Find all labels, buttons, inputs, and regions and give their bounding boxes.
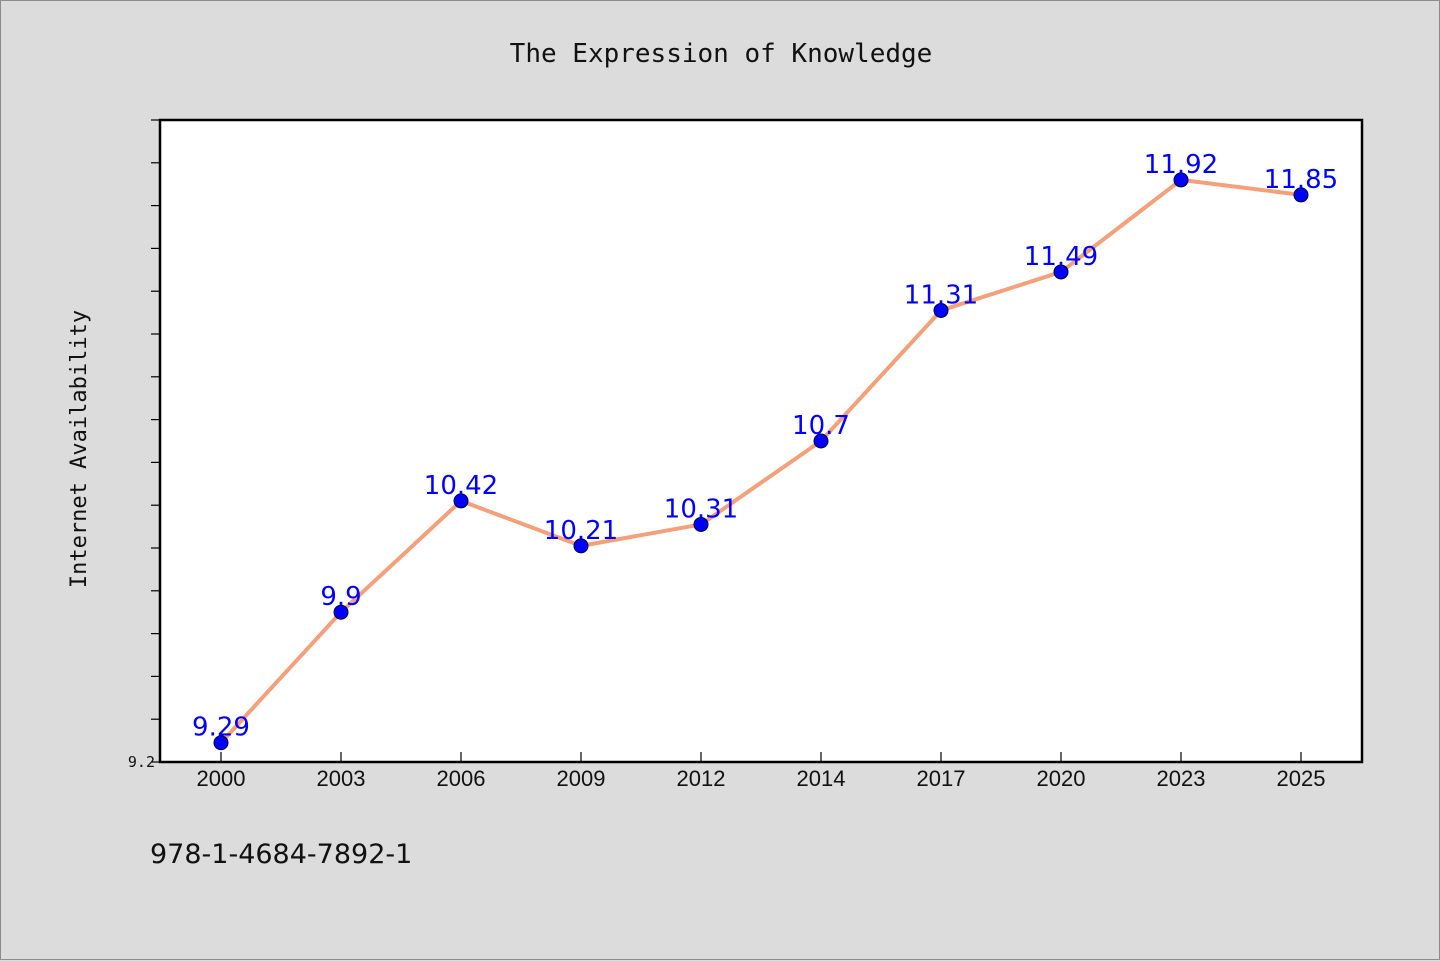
series-line (219, 177, 1302, 745)
data-point (1053, 264, 1069, 280)
data-point (213, 735, 229, 751)
x-tick-label: 2014 (797, 766, 846, 791)
chart-title: The Expression of Knowledge (510, 39, 933, 69)
y-tick-label: 9.2 (128, 753, 155, 771)
footer-isbn: 978-1-4684-7892-1 (150, 839, 412, 870)
data-point (453, 493, 469, 509)
y-axis-ticks: 9.2 (128, 119, 160, 771)
x-tick-label: 2012 (677, 766, 726, 791)
data-label: 11.49 (1024, 242, 1098, 272)
x-tick-label: 2020 (1037, 766, 1086, 791)
data-point (1293, 187, 1309, 203)
x-tick-label: 2000 (197, 766, 246, 791)
x-tick-label: 2009 (557, 766, 606, 791)
x-tick-label: 2006 (437, 766, 486, 791)
data-point (573, 538, 589, 554)
x-tick-label: 2023 (1157, 766, 1206, 791)
data-point (693, 516, 709, 532)
data-label: 9.9 (320, 582, 361, 612)
data-label: 11.92 (1144, 150, 1218, 180)
data-point (813, 433, 829, 449)
data-label: 11.31 (904, 280, 978, 310)
data-points (213, 172, 1309, 751)
plot-area (158, 118, 1364, 764)
data-label: 10.21 (544, 516, 618, 546)
x-tick-label: 2017 (917, 766, 966, 791)
data-point (1173, 172, 1189, 188)
data-label: 10.31 (664, 494, 738, 524)
x-axis-ticks: 2000 2003 2006 2009 2012 2014 2017 2020 2023 2025 (197, 752, 1326, 791)
data-point (333, 604, 349, 620)
data-point (933, 302, 949, 318)
data-label: 11.85 (1264, 165, 1338, 195)
data-label: 9.29 (192, 713, 250, 743)
x-tick-label: 2025 (1277, 766, 1326, 791)
x-tick-label: 2003 (317, 766, 366, 791)
y-axis-label: Internet Availability (67, 310, 92, 588)
data-label: 10.42 (424, 471, 498, 501)
data-labels: 9.29 9.9 10.42 10.21 10.31 10.7 11.31 11.49 11.9… (192, 150, 1338, 743)
data-label: 10.7 (792, 411, 850, 441)
